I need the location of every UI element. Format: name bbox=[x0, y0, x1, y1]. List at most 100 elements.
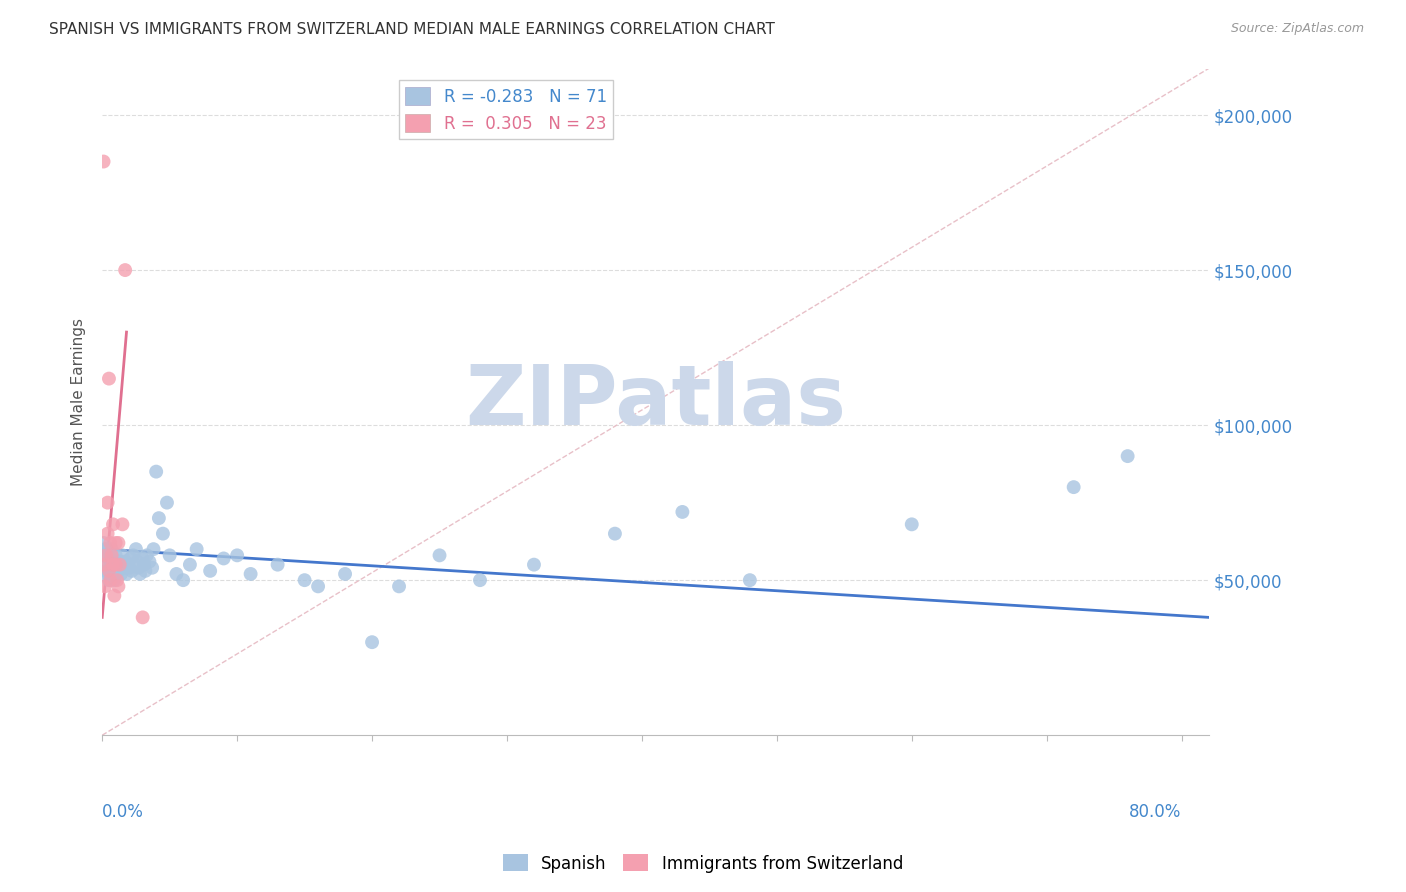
Point bbox=[212, 551, 235, 566]
Point bbox=[96, 549, 118, 563]
Point bbox=[125, 542, 148, 557]
Point bbox=[107, 564, 129, 578]
Point bbox=[429, 549, 451, 563]
Point bbox=[145, 465, 167, 479]
Point bbox=[266, 558, 288, 572]
Point bbox=[122, 549, 145, 563]
Point bbox=[671, 505, 693, 519]
Point bbox=[104, 566, 127, 581]
Point bbox=[179, 558, 201, 572]
Point bbox=[128, 560, 150, 574]
Point bbox=[97, 371, 120, 385]
Point bbox=[97, 573, 120, 587]
Point bbox=[97, 551, 120, 566]
Point bbox=[94, 579, 117, 593]
Point bbox=[94, 558, 117, 572]
Point bbox=[131, 610, 153, 624]
Text: 80.0%: 80.0% bbox=[1129, 804, 1181, 822]
Point bbox=[97, 526, 120, 541]
Point bbox=[226, 549, 249, 563]
Point bbox=[118, 560, 141, 574]
Point bbox=[135, 549, 157, 563]
Point bbox=[94, 558, 117, 572]
Point bbox=[105, 573, 128, 587]
Point bbox=[148, 511, 170, 525]
Point bbox=[100, 566, 122, 581]
Point bbox=[294, 573, 316, 587]
Point bbox=[111, 517, 134, 532]
Point bbox=[101, 558, 124, 572]
Point bbox=[96, 564, 118, 578]
Point bbox=[738, 573, 761, 587]
Point bbox=[603, 526, 626, 541]
Point bbox=[94, 542, 117, 557]
Point bbox=[198, 564, 221, 578]
Legend: Spanish, Immigrants from Switzerland: Spanish, Immigrants from Switzerland bbox=[496, 847, 910, 880]
Point bbox=[98, 560, 121, 574]
Point bbox=[96, 549, 118, 563]
Point bbox=[120, 551, 142, 566]
Point bbox=[142, 542, 165, 557]
Point bbox=[108, 558, 131, 572]
Point bbox=[115, 566, 138, 581]
Point bbox=[165, 566, 187, 581]
Point bbox=[98, 573, 121, 587]
Point bbox=[100, 549, 122, 563]
Point bbox=[110, 566, 132, 581]
Point bbox=[107, 579, 129, 593]
Text: 0.0%: 0.0% bbox=[103, 804, 143, 822]
Point bbox=[93, 549, 115, 563]
Point bbox=[1063, 480, 1085, 494]
Point bbox=[134, 564, 156, 578]
Point bbox=[104, 558, 127, 572]
Point bbox=[111, 549, 134, 563]
Y-axis label: Median Male Earnings: Median Male Earnings bbox=[72, 318, 86, 486]
Point bbox=[104, 536, 127, 550]
Point bbox=[93, 154, 115, 169]
Point bbox=[97, 566, 120, 581]
Point bbox=[159, 549, 181, 563]
Point bbox=[114, 555, 136, 569]
Point bbox=[333, 566, 356, 581]
Point bbox=[101, 517, 124, 532]
Point bbox=[103, 589, 125, 603]
Point bbox=[108, 555, 131, 569]
Text: ZIPatlas: ZIPatlas bbox=[465, 361, 846, 442]
Point bbox=[98, 536, 121, 550]
Text: SPANISH VS IMMIGRANTS FROM SWITZERLAND MEDIAN MALE EARNINGS CORRELATION CHART: SPANISH VS IMMIGRANTS FROM SWITZERLAND M… bbox=[49, 22, 775, 37]
Point bbox=[361, 635, 384, 649]
Text: Source: ZipAtlas.com: Source: ZipAtlas.com bbox=[1230, 22, 1364, 36]
Point bbox=[101, 555, 124, 569]
Point bbox=[97, 542, 120, 557]
Point bbox=[93, 536, 115, 550]
Point bbox=[388, 579, 411, 593]
Point bbox=[156, 495, 179, 509]
Point bbox=[97, 564, 120, 578]
Point bbox=[104, 549, 127, 563]
Point bbox=[98, 555, 121, 569]
Legend: R = -0.283   N = 71, R =  0.305   N = 23: R = -0.283 N = 71, R = 0.305 N = 23 bbox=[399, 80, 613, 139]
Point bbox=[129, 566, 152, 581]
Point bbox=[97, 495, 120, 509]
Point bbox=[103, 573, 125, 587]
Point bbox=[132, 558, 155, 572]
Point bbox=[239, 566, 262, 581]
Point bbox=[138, 555, 160, 569]
Point bbox=[523, 558, 546, 572]
Point bbox=[112, 560, 135, 574]
Point bbox=[117, 558, 139, 572]
Point bbox=[103, 560, 125, 574]
Point bbox=[131, 551, 153, 566]
Point bbox=[152, 526, 174, 541]
Point bbox=[114, 263, 136, 277]
Point bbox=[100, 542, 122, 557]
Point bbox=[141, 560, 163, 574]
Point bbox=[186, 542, 208, 557]
Point bbox=[127, 555, 149, 569]
Point bbox=[307, 579, 329, 593]
Point bbox=[172, 573, 194, 587]
Point bbox=[468, 573, 491, 587]
Point bbox=[900, 517, 922, 532]
Point bbox=[1116, 449, 1139, 463]
Point bbox=[105, 558, 128, 572]
